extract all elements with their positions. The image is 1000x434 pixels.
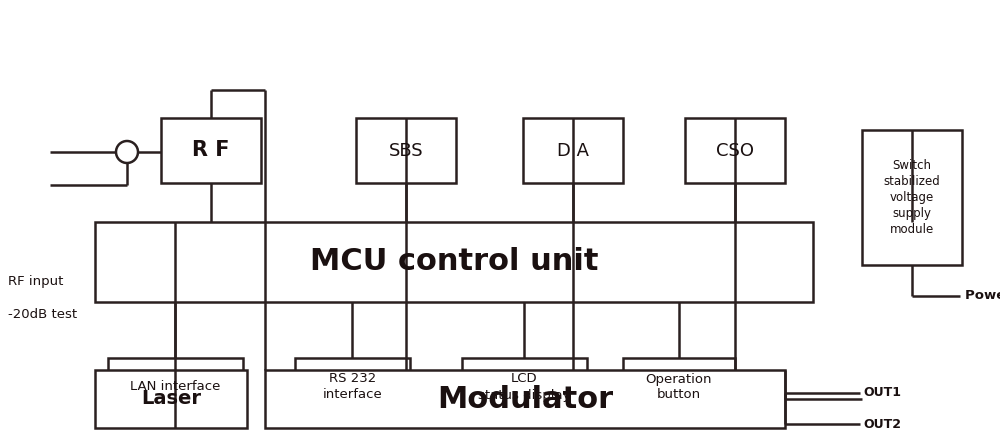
Text: Switch
stabilized
voltage
supply
module: Switch stabilized voltage supply module — [884, 159, 940, 236]
Bar — [623, 358, 735, 416]
Bar — [95, 222, 813, 302]
Text: RF input: RF input — [8, 276, 63, 289]
Bar — [161, 118, 261, 183]
Text: LAN interface: LAN interface — [130, 381, 221, 394]
Circle shape — [116, 141, 138, 163]
Text: D A: D A — [557, 141, 589, 160]
Text: Power input: Power input — [965, 289, 1000, 302]
Bar — [295, 358, 410, 416]
Text: RS 232
interface: RS 232 interface — [323, 372, 382, 401]
Text: CSO: CSO — [716, 141, 754, 160]
Text: R F: R F — [192, 141, 230, 161]
Text: Operation
button: Operation button — [646, 372, 712, 401]
Text: SBS: SBS — [389, 141, 423, 160]
Text: OUT2: OUT2 — [863, 418, 901, 431]
Bar — [356, 118, 456, 183]
Text: LCD
status display: LCD status display — [478, 372, 571, 401]
Text: Laser: Laser — [141, 389, 201, 408]
Bar — [685, 118, 785, 183]
Text: -20dB test: -20dB test — [8, 309, 77, 322]
Bar — [523, 118, 623, 183]
Text: MCU control unit: MCU control unit — [310, 247, 598, 276]
Text: OUT1: OUT1 — [863, 387, 901, 400]
Bar — [462, 358, 587, 416]
Bar — [862, 130, 962, 265]
Bar — [108, 358, 243, 416]
Bar — [265, 370, 785, 428]
Bar — [95, 370, 247, 428]
Text: Modulator: Modulator — [437, 385, 613, 414]
